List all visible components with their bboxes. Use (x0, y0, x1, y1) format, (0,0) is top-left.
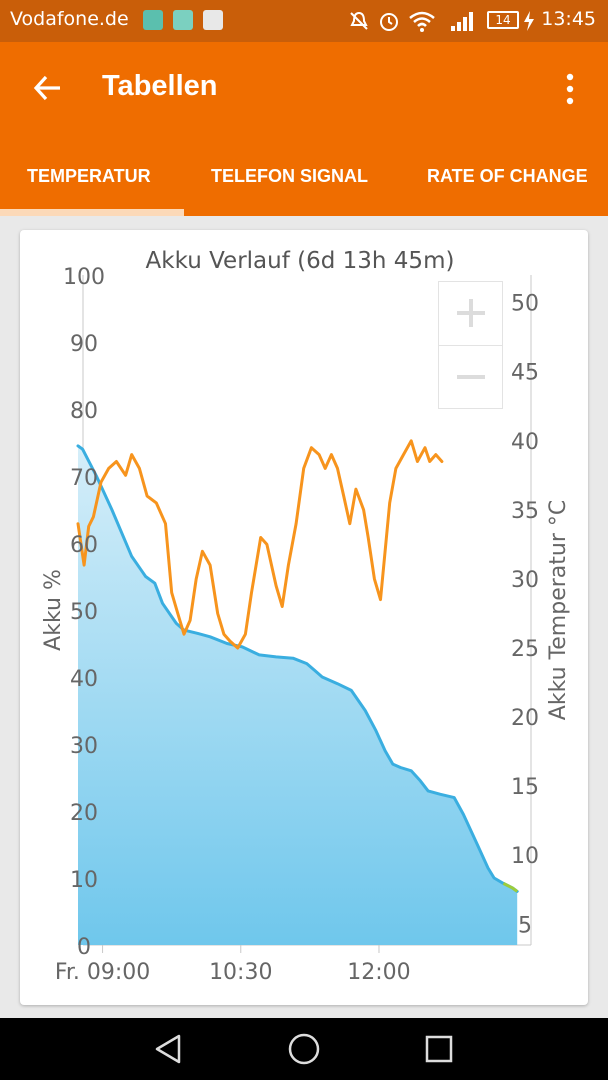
series-line-1 (76, 439, 444, 650)
y2-tick-label: 10 (511, 844, 539, 869)
battery-icon: 14 (487, 11, 519, 29)
battery-chart[interactable]: 0 10 20 30 40 50 60 70 80 90 100 5 10 15 20 25 30 35 40 45 5… (20, 230, 588, 1005)
tab-rate-of-change[interactable]: RATE OF CHANGE (427, 166, 588, 186)
y2-tick-label: 20 (511, 706, 539, 731)
y-tick-label: 10 (70, 868, 98, 893)
x-tick-label: 12:00 (347, 960, 410, 985)
zoom-out-button[interactable] (439, 346, 502, 409)
y2-tick-label: 25 (511, 637, 539, 662)
y-tick-label: 30 (70, 734, 98, 759)
y-tick-label: 40 (70, 667, 98, 692)
y-tick-label: 90 (70, 332, 98, 357)
charging-icon (524, 11, 534, 31)
zoom-controls (438, 281, 503, 409)
y-tick-label: 50 (70, 600, 98, 625)
y2-tick-label: 40 (511, 430, 539, 455)
chart-card: 0 10 20 30 40 50 60 70 80 90 100 5 10 15 20 25 30 35 40 45 5… (20, 230, 588, 1005)
back-triangle-icon[interactable] (152, 1032, 186, 1066)
zoom-in-button[interactable] (439, 282, 502, 346)
y2-tick-label: 50 (511, 292, 539, 317)
y-tick-label: 60 (70, 533, 98, 558)
recents-square-icon[interactable] (422, 1032, 456, 1066)
y-tick-label: 70 (70, 466, 98, 491)
y2-tick-label: 30 (511, 568, 539, 593)
y-axis-title: Akku % (41, 569, 66, 651)
mute-icon (350, 11, 368, 30)
y-tick-label: 20 (70, 801, 98, 826)
nav-bar (0, 1018, 608, 1080)
wifi-icon (409, 11, 435, 32)
y2-tick-label: 15 (511, 775, 539, 800)
tab-telefon-signal[interactable]: TELEFON SIGNAL (211, 166, 368, 186)
status-bar: Vodafone.de 14 13:45 (0, 0, 608, 42)
signal-icon (451, 12, 473, 31)
tab-temperatur[interactable]: TEMPERATUR (27, 166, 151, 186)
play-store-icon (203, 10, 223, 30)
series-area-0 (78, 445, 518, 945)
series-line-0 (76, 444, 519, 893)
tab-indicator (0, 209, 184, 216)
download-icon (143, 10, 163, 30)
y-tick-label: 0 (77, 935, 91, 960)
y2-tick-label: 5 (518, 913, 532, 938)
clock: 13:45 (541, 8, 596, 30)
y-tick-label: 80 (70, 399, 98, 424)
app-icon (173, 10, 193, 30)
x-tick-label: Fr. 09:00 (55, 960, 150, 985)
y2-axis-title: Akku Temperatur °C (546, 500, 571, 720)
charging-segment (502, 882, 519, 893)
y2-tick-label: 35 (511, 499, 539, 524)
y2-tick-label: 45 (511, 361, 539, 386)
y-tick-label: 100 (63, 265, 105, 290)
app-bar: Tabellen TEMPERATUR TELEFON SIGNAL RATE … (0, 42, 608, 216)
chart-title: Akku Verlauf (6d 13h 45m) (145, 248, 455, 274)
page-title: Tabellen (102, 70, 218, 102)
carrier-name: Vodafone.de (10, 8, 129, 30)
x-tick-label: 10:30 (209, 960, 272, 985)
more-vert-icon[interactable] (560, 72, 580, 106)
alarm-icon (380, 13, 398, 31)
home-circle-icon[interactable] (287, 1032, 321, 1066)
arrow-back-icon[interactable] (32, 72, 64, 104)
